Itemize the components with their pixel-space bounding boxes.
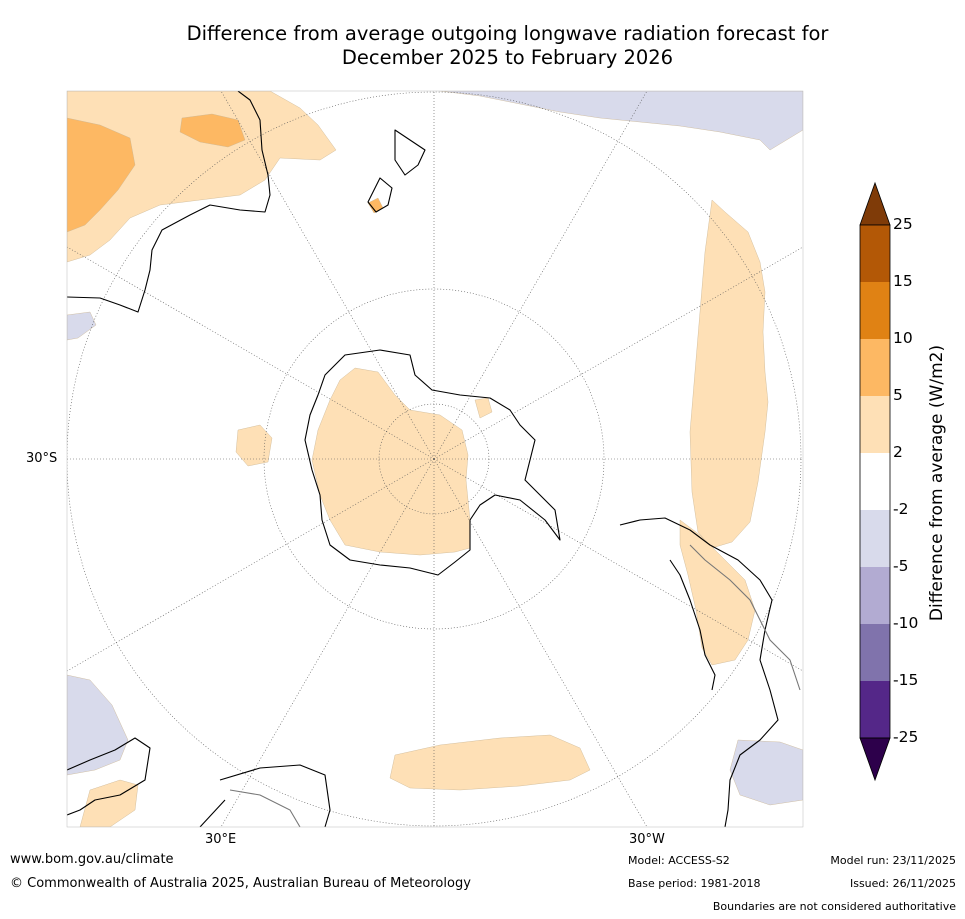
shading-positive-australia-region [67, 91, 337, 263]
colorbar-bin [860, 225, 890, 282]
colorbar-bin [860, 567, 890, 624]
lon-label-30w: 30°W [629, 832, 665, 847]
shading-positive-south-america [679, 519, 756, 666]
boundary-line [689, 544, 801, 691]
anomaly-shading [67, 91, 803, 827]
colorbar-tick-label: -10 [893, 614, 919, 632]
shading-positive-africa [79, 779, 139, 827]
lon-label-30e: 30°E [205, 832, 237, 847]
coastline-australia [67, 91, 271, 313]
meridian-line [220, 458, 435, 827]
colorbar-tick-label: 15 [893, 272, 913, 290]
colorbar-label: Difference from average (W/m2) [927, 344, 947, 622]
shading-positive-weddell [474, 397, 493, 419]
colorbar-extend-top [859, 181, 891, 226]
colorbar-bin [860, 396, 890, 453]
shading-positive-antarctica [311, 367, 471, 556]
colorbar-tick-label: 2 [893, 443, 903, 461]
footer-issued: Issued: 26/11/2025 [849, 877, 956, 890]
footer-disclaimer: Boundaries are not considered authoritat… [712, 900, 956, 913]
colorbar-tick-label: -5 [893, 557, 909, 575]
footer-model: Model: ACCESS-S2 [628, 854, 730, 867]
shading-positive-australia-patch [179, 113, 246, 148]
title-line-1: Difference from average outgoing longwav… [186, 22, 829, 45]
colorbar [859, 181, 891, 782]
colorbar-bin [860, 624, 890, 681]
colorbar-bin [860, 681, 890, 738]
footer-base-period: Base period: 1981-2018 [628, 877, 761, 890]
map-frame [66, 90, 804, 828]
colorbar-tick-label: 5 [893, 386, 903, 404]
colorbar-bin [860, 510, 890, 567]
boundary-line [229, 789, 301, 827]
shading-negative-north-pacific [439, 91, 803, 151]
meridian-line [220, 91, 435, 460]
lat-label-30s: 30°S [26, 451, 58, 466]
shading-positive-indian-ocean [235, 424, 273, 467]
colorbar-tick-label: -15 [893, 671, 919, 689]
coastline-africa [67, 737, 151, 816]
shading-positive-south-atlantic [389, 734, 591, 791]
chart-title: Difference from average outgoing longwav… [80, 22, 935, 70]
colorbar-tick-label: -25 [893, 728, 919, 746]
colorbar-tick-label: -2 [893, 500, 909, 518]
coastline-madagascar [199, 764, 331, 827]
footer-copyright: © Commonwealth of Australia 2025, Austra… [10, 876, 471, 891]
colorbar-bin [860, 282, 890, 339]
title-line-2: December 2025 to February 2026 [341, 46, 674, 69]
meridian-line [433, 246, 803, 460]
colorbar-extend-bottom [859, 737, 891, 782]
shading-positive-australia-strong [67, 117, 136, 233]
graticule-circle [263, 288, 605, 630]
meridian-line [433, 458, 803, 672]
colorbar-tick-label: 10 [893, 329, 913, 347]
footer-model-run: Model run: 23/11/2025 [830, 854, 956, 867]
shading-negative-southeast [729, 739, 803, 806]
coastline-antarctica [304, 349, 561, 576]
region-boundaries [229, 544, 801, 827]
shading-negative-southwest [67, 674, 129, 776]
colorbar-outline [859, 224, 891, 739]
colorbar-tick-label: 25 [893, 215, 913, 233]
shading-positive-east-pacific [689, 199, 769, 549]
graticule [67, 91, 803, 827]
coastline-south-america-west [669, 559, 716, 691]
colorbar-bin [860, 453, 890, 510]
colorbar-bin [860, 339, 890, 396]
shading-negative-west-edge [67, 311, 97, 341]
meridian-line [433, 91, 648, 460]
coastline-new-zealand [367, 129, 426, 213]
footer-website: www.bom.gov.au/climate [10, 852, 174, 867]
meridian-line [433, 458, 648, 827]
